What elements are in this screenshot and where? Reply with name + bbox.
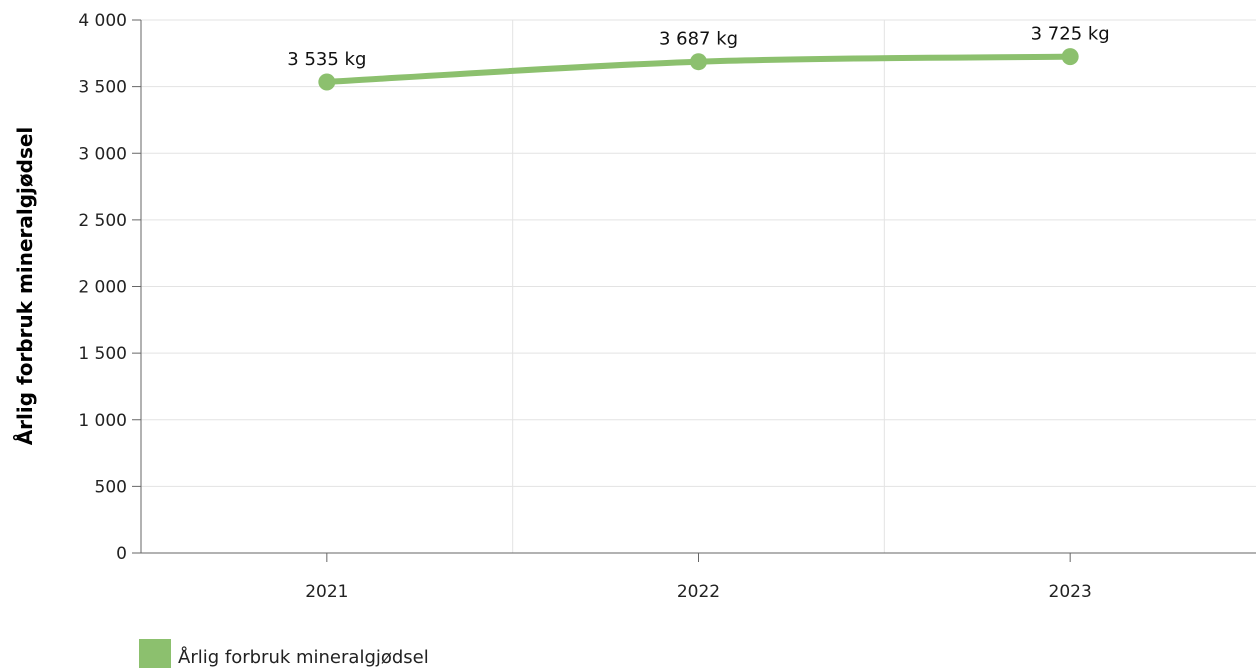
legend-swatch (139, 639, 171, 668)
data-point[interactable] (690, 53, 707, 71)
x-tick-label: 2022 (677, 582, 720, 602)
x-tick-label: 2023 (1049, 582, 1092, 602)
data-label: 3 725 kg (1031, 24, 1110, 45)
grid-lines (141, 19, 1256, 553)
y-tick-label: 4 000 (78, 11, 127, 31)
axes (132, 19, 1256, 562)
y-tick-label: 2 000 (78, 278, 127, 298)
data-point[interactable] (318, 73, 336, 91)
y-tick-labels: 0 500 1 000 1 500 2 000 2 500 3 000 3 500 4 000 (78, 11, 127, 564)
y-tick-label: 1 500 (78, 344, 127, 364)
data-label: 3 535 kg (287, 49, 366, 70)
y-tick-label: 3 000 (78, 144, 127, 164)
x-tick-labels: 2021 2022 2023 (305, 582, 1092, 602)
y-axis-title: Årlig forbruk mineralgjødsel (13, 127, 37, 446)
y-tick-label: 0 (116, 544, 127, 564)
legend[interactable]: Årlig forbruk mineralgjødsel (139, 639, 429, 668)
y-tick-label: 2 500 (78, 211, 127, 231)
data-point[interactable] (1061, 48, 1079, 66)
series (318, 48, 1079, 91)
y-tick-label: 500 (95, 477, 127, 497)
legend-label: Årlig forbruk mineralgjødsel (178, 646, 429, 668)
x-tick-label: 2021 (305, 582, 348, 602)
y-tick-label: 3 500 (78, 78, 127, 98)
data-labels: 3 535 kg 3 687 kg 3 725 kg (287, 24, 1109, 70)
y-tick-label: 1 000 (78, 411, 127, 431)
data-label: 3 687 kg (659, 29, 738, 50)
